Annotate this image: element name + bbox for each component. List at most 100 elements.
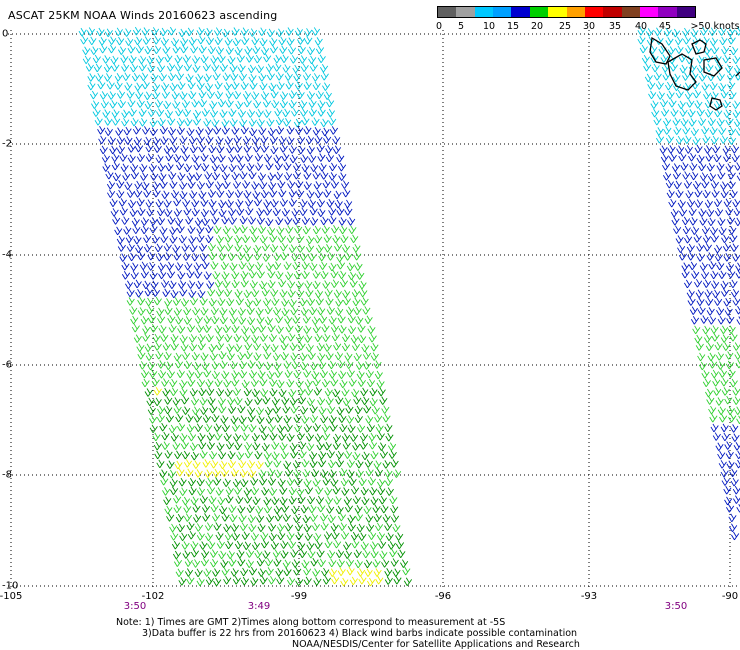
wind-barb [269,37,278,46]
wind-barb [302,72,312,81]
wind-barb [130,163,139,172]
wind-barb [370,549,379,559]
wind-barb [215,235,225,244]
wind-barb [257,370,266,379]
wind-barb [112,172,121,182]
wind-barb [266,71,276,81]
wind-barb [299,297,308,307]
wind-barb [674,36,684,46]
wind-barb [185,27,195,37]
wind-barb [670,108,679,117]
wind-barb [181,99,191,109]
wind-barb [233,90,242,100]
wind-barb [257,324,267,333]
wind-barb [727,35,736,45]
wind-barb [710,423,719,433]
wind-barb [232,478,241,488]
wind-barb [303,81,312,90]
wind-barb [354,262,363,271]
wind-barb [248,370,258,379]
wind-barb [697,306,706,315]
wind-barb [353,251,362,261]
wind-barb [111,153,120,162]
wind-barb [179,433,188,442]
wind-barb [190,496,199,506]
wind-barb [278,432,287,441]
wind-barb [194,469,203,478]
wind-barb [142,36,151,45]
wind-barb [278,188,287,198]
wind-barb [157,405,166,415]
wind-barb [290,450,299,459]
wind-barb [376,478,386,488]
wind-barb [147,64,156,73]
wind-barb [306,190,315,199]
wind-barb [163,252,172,261]
wind-barb [174,359,184,369]
wind-barb [735,450,740,460]
wind-barb [216,189,225,198]
wind-barb [90,46,99,55]
wind-barb [700,270,710,280]
wind-barb [331,575,340,585]
wind-barb [259,333,269,342]
wind-barb [164,208,173,217]
y-tick-2: -2 [2,138,12,150]
wind-barb [181,450,191,460]
wind-barb [270,199,279,208]
wind-barb [185,468,194,478]
wind-barb [730,288,740,298]
wind-barb [162,387,171,397]
wind-barb [400,559,409,568]
wind-barb [218,350,227,360]
wind-barb [334,199,343,209]
wind-barb [278,334,288,343]
wind-barb [225,46,234,55]
wind-barb [351,539,360,549]
wind-barb [249,325,259,334]
wind-barb [176,117,185,127]
wind-barb [304,280,313,289]
wind-barb [275,126,285,135]
wind-barb [342,244,351,253]
wind-barb [717,361,726,370]
legend-swatch [438,7,457,17]
wind-barb [146,397,155,407]
wind-barb [370,450,379,460]
wind-barb [323,531,333,540]
wind-barb [155,199,164,208]
wind-barb [690,226,700,235]
wind-barb [643,62,652,72]
wind-barb [720,334,729,343]
wind-barb [261,487,270,496]
wind-barb [300,361,309,371]
wind-barb [342,397,352,407]
legend-swatch [548,7,567,17]
wind-barb [169,378,178,388]
wind-barb [275,314,284,324]
wind-barb [721,45,730,55]
wind-barb [269,388,278,397]
wind-barb [665,37,674,46]
wind-barb [675,45,684,54]
wind-barb [268,575,277,585]
wind-barb [344,207,353,216]
wind-barb [288,99,297,109]
wind-barb [204,171,213,180]
wind-barb [317,558,327,568]
wind-barb [672,73,681,83]
wind-barb [298,441,307,450]
wind-barb [264,305,273,315]
wind-barb [260,91,270,100]
wind-barb [369,486,378,496]
wind-barb [189,442,198,451]
wind-barb [263,199,272,208]
wind-barb [336,559,345,568]
wind-barb [265,161,274,171]
wind-barb [306,442,315,452]
wind-barb [134,189,143,198]
wind-barb [244,441,253,451]
wind-barb [203,568,212,577]
wind-barb [307,199,316,208]
